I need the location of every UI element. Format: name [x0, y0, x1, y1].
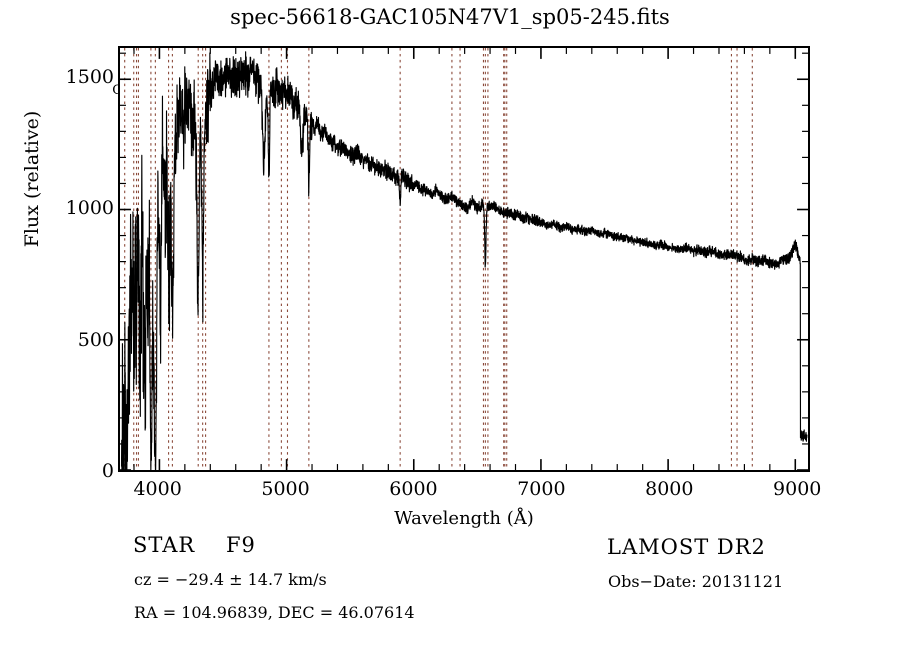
object-type: STAR [133, 533, 196, 557]
x-tick-label: 8000 [645, 478, 694, 500]
spectral-class: F9 [225, 533, 256, 557]
page-title: spec-56618-GAC105N47V1_sp05-245.fits [230, 5, 670, 29]
y-tick-label: 1000 [65, 197, 114, 220]
plot-frame [118, 46, 810, 472]
plot-area [120, 48, 808, 470]
y-tick-label: 1500 [65, 65, 114, 88]
survey-label: LAMOST DR2 [607, 535, 766, 559]
x-tick-label: 4000 [133, 478, 182, 500]
x-axis-title: Wavelength (Å) [394, 508, 534, 529]
coordinates: RA = 104.96839, DEC = 46.07614 [134, 603, 415, 622]
redshift-velocity: cz = −29.4 ± 14.7 km/s [134, 570, 327, 589]
x-tick-label: 9000 [773, 478, 822, 500]
y-axis-tick-labels: 0 500 1000 1500 [0, 46, 114, 482]
y-tick-label: 0 [101, 460, 114, 482]
x-tick-label: 6000 [389, 478, 438, 500]
object-class-label: STAR F9 [133, 533, 256, 557]
x-tick-label: 7000 [517, 478, 566, 500]
spectrum-curve-layer [120, 51, 808, 470]
x-axis-tick-labels: 4000 5000 6000 7000 8000 9000 [118, 478, 821, 504]
x-tick-label: 5000 [261, 478, 310, 500]
observation-date: Obs−Date: 20131121 [608, 572, 784, 591]
y-tick-label: 500 [77, 328, 114, 351]
